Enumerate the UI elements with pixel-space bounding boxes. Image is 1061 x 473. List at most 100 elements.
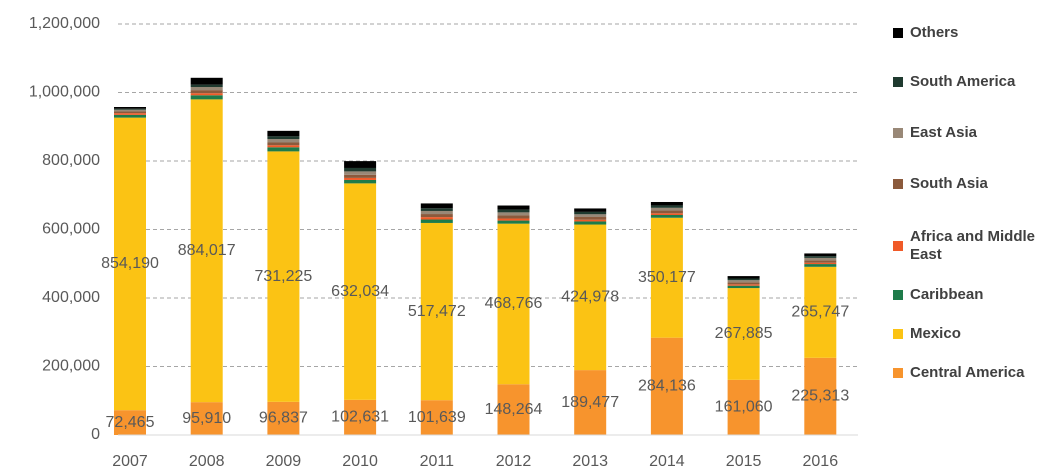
x-tick-label: 2009 xyxy=(266,453,302,470)
x-tick-label: 2013 xyxy=(572,453,608,470)
bar-segment xyxy=(497,212,530,216)
data-label: 148,264 xyxy=(485,401,543,418)
bar-segment xyxy=(344,179,377,184)
legend-swatch xyxy=(893,77,903,87)
bar-segment xyxy=(804,257,837,261)
data-label: 350,177 xyxy=(638,269,696,286)
bar-segment xyxy=(420,219,453,223)
bar-segment xyxy=(804,253,837,257)
legend-label: Africa and Middle East xyxy=(910,228,1036,263)
bar-segment xyxy=(804,262,837,265)
bar-segment xyxy=(420,203,453,209)
data-label: 102,631 xyxy=(331,409,389,426)
legend-swatch xyxy=(893,329,903,339)
bar-segment xyxy=(267,145,300,148)
bar-segment xyxy=(727,278,760,281)
bar-segment xyxy=(650,210,683,214)
legend-item: South America xyxy=(893,73,1042,91)
legend-label: Mexico xyxy=(910,325,961,342)
legend-label: Caribbean xyxy=(910,286,984,303)
data-label: 267,885 xyxy=(715,325,773,342)
bar-segment xyxy=(650,207,683,211)
bar-segment xyxy=(114,113,146,115)
legend-label: Others xyxy=(910,24,959,41)
bar-segment xyxy=(114,109,146,112)
bar-segment xyxy=(190,87,223,91)
y-tick-label: 1,000,000 xyxy=(29,84,100,101)
legend-label: South Asia xyxy=(910,175,988,192)
bar-segment xyxy=(497,209,530,213)
legend-label: South America xyxy=(910,73,1016,90)
bar-segment xyxy=(190,95,223,100)
bar-segment xyxy=(190,90,223,94)
bar-segment xyxy=(650,337,683,435)
legend-item: East Asia xyxy=(893,124,1042,142)
data-label: 96,837 xyxy=(259,410,308,427)
x-tick-label: 2015 xyxy=(726,453,762,470)
bar-segment xyxy=(420,217,453,220)
data-label: 517,472 xyxy=(408,303,466,320)
bar-segment xyxy=(344,177,377,180)
x-tick-label: 2008 xyxy=(189,453,225,470)
data-label: 265,747 xyxy=(791,304,849,321)
bar-segment xyxy=(804,256,837,258)
bar-segment xyxy=(650,213,683,216)
x-tick-label: 2011 xyxy=(420,453,455,470)
bar-segment xyxy=(804,357,837,435)
legend-label: East Asia xyxy=(910,124,977,141)
bar-segment xyxy=(267,147,300,152)
bar-segment xyxy=(344,171,377,175)
bar-segment xyxy=(267,151,300,402)
data-label: 854,190 xyxy=(101,255,159,272)
bar-segment xyxy=(114,410,146,435)
x-tick-label: 2014 xyxy=(649,453,685,470)
bar-segment xyxy=(114,117,146,411)
data-label: 225,313 xyxy=(791,388,849,405)
bar-segment xyxy=(190,93,223,96)
bar-segment xyxy=(267,142,300,146)
bar-segment xyxy=(650,215,683,218)
legend-label: Central America xyxy=(910,364,1025,381)
y-tick-label: 200,000 xyxy=(42,358,100,375)
legend-item: South Asia xyxy=(893,175,1042,193)
legend-swatch xyxy=(893,28,903,38)
bar-segment xyxy=(497,205,530,210)
bar-segment xyxy=(114,107,146,109)
y-tick-label: 0 xyxy=(91,426,100,443)
bar-segment xyxy=(190,84,223,88)
bar-segment xyxy=(497,215,530,219)
x-tick-label: 2012 xyxy=(496,453,532,470)
bar-segment xyxy=(267,136,300,140)
bar-segment xyxy=(574,224,607,371)
bar-segment xyxy=(574,219,607,222)
data-label: 284,136 xyxy=(638,378,696,395)
legend-swatch xyxy=(893,179,903,189)
data-label: 731,225 xyxy=(254,268,312,285)
bar-segment xyxy=(267,130,300,137)
bar-segment xyxy=(190,77,223,85)
bar-segment xyxy=(420,400,453,435)
legend-item: Others xyxy=(893,24,1042,42)
bar-segment xyxy=(727,288,760,380)
bar-segment xyxy=(804,266,837,358)
bar-segment xyxy=(344,161,377,168)
x-tick-label: 2016 xyxy=(803,453,839,470)
bar-segment xyxy=(574,217,607,220)
bar-segment xyxy=(344,183,377,400)
bar-segment xyxy=(497,384,530,435)
bar-segment xyxy=(574,370,607,435)
data-label: 884,017 xyxy=(178,242,236,259)
legend-swatch xyxy=(893,368,903,378)
bar-segment xyxy=(267,139,300,143)
data-label: 189,477 xyxy=(561,394,619,411)
bar-segment xyxy=(497,218,530,221)
y-tick-label: 800,000 xyxy=(42,152,100,169)
bar-segment xyxy=(497,223,530,385)
data-label: 95,910 xyxy=(182,410,231,427)
bar-segment xyxy=(190,99,223,403)
bar-segment xyxy=(344,167,377,172)
bar-segment xyxy=(574,211,607,215)
bar-segment xyxy=(344,399,377,435)
bar-segment xyxy=(727,284,760,286)
legend-swatch xyxy=(893,128,903,138)
